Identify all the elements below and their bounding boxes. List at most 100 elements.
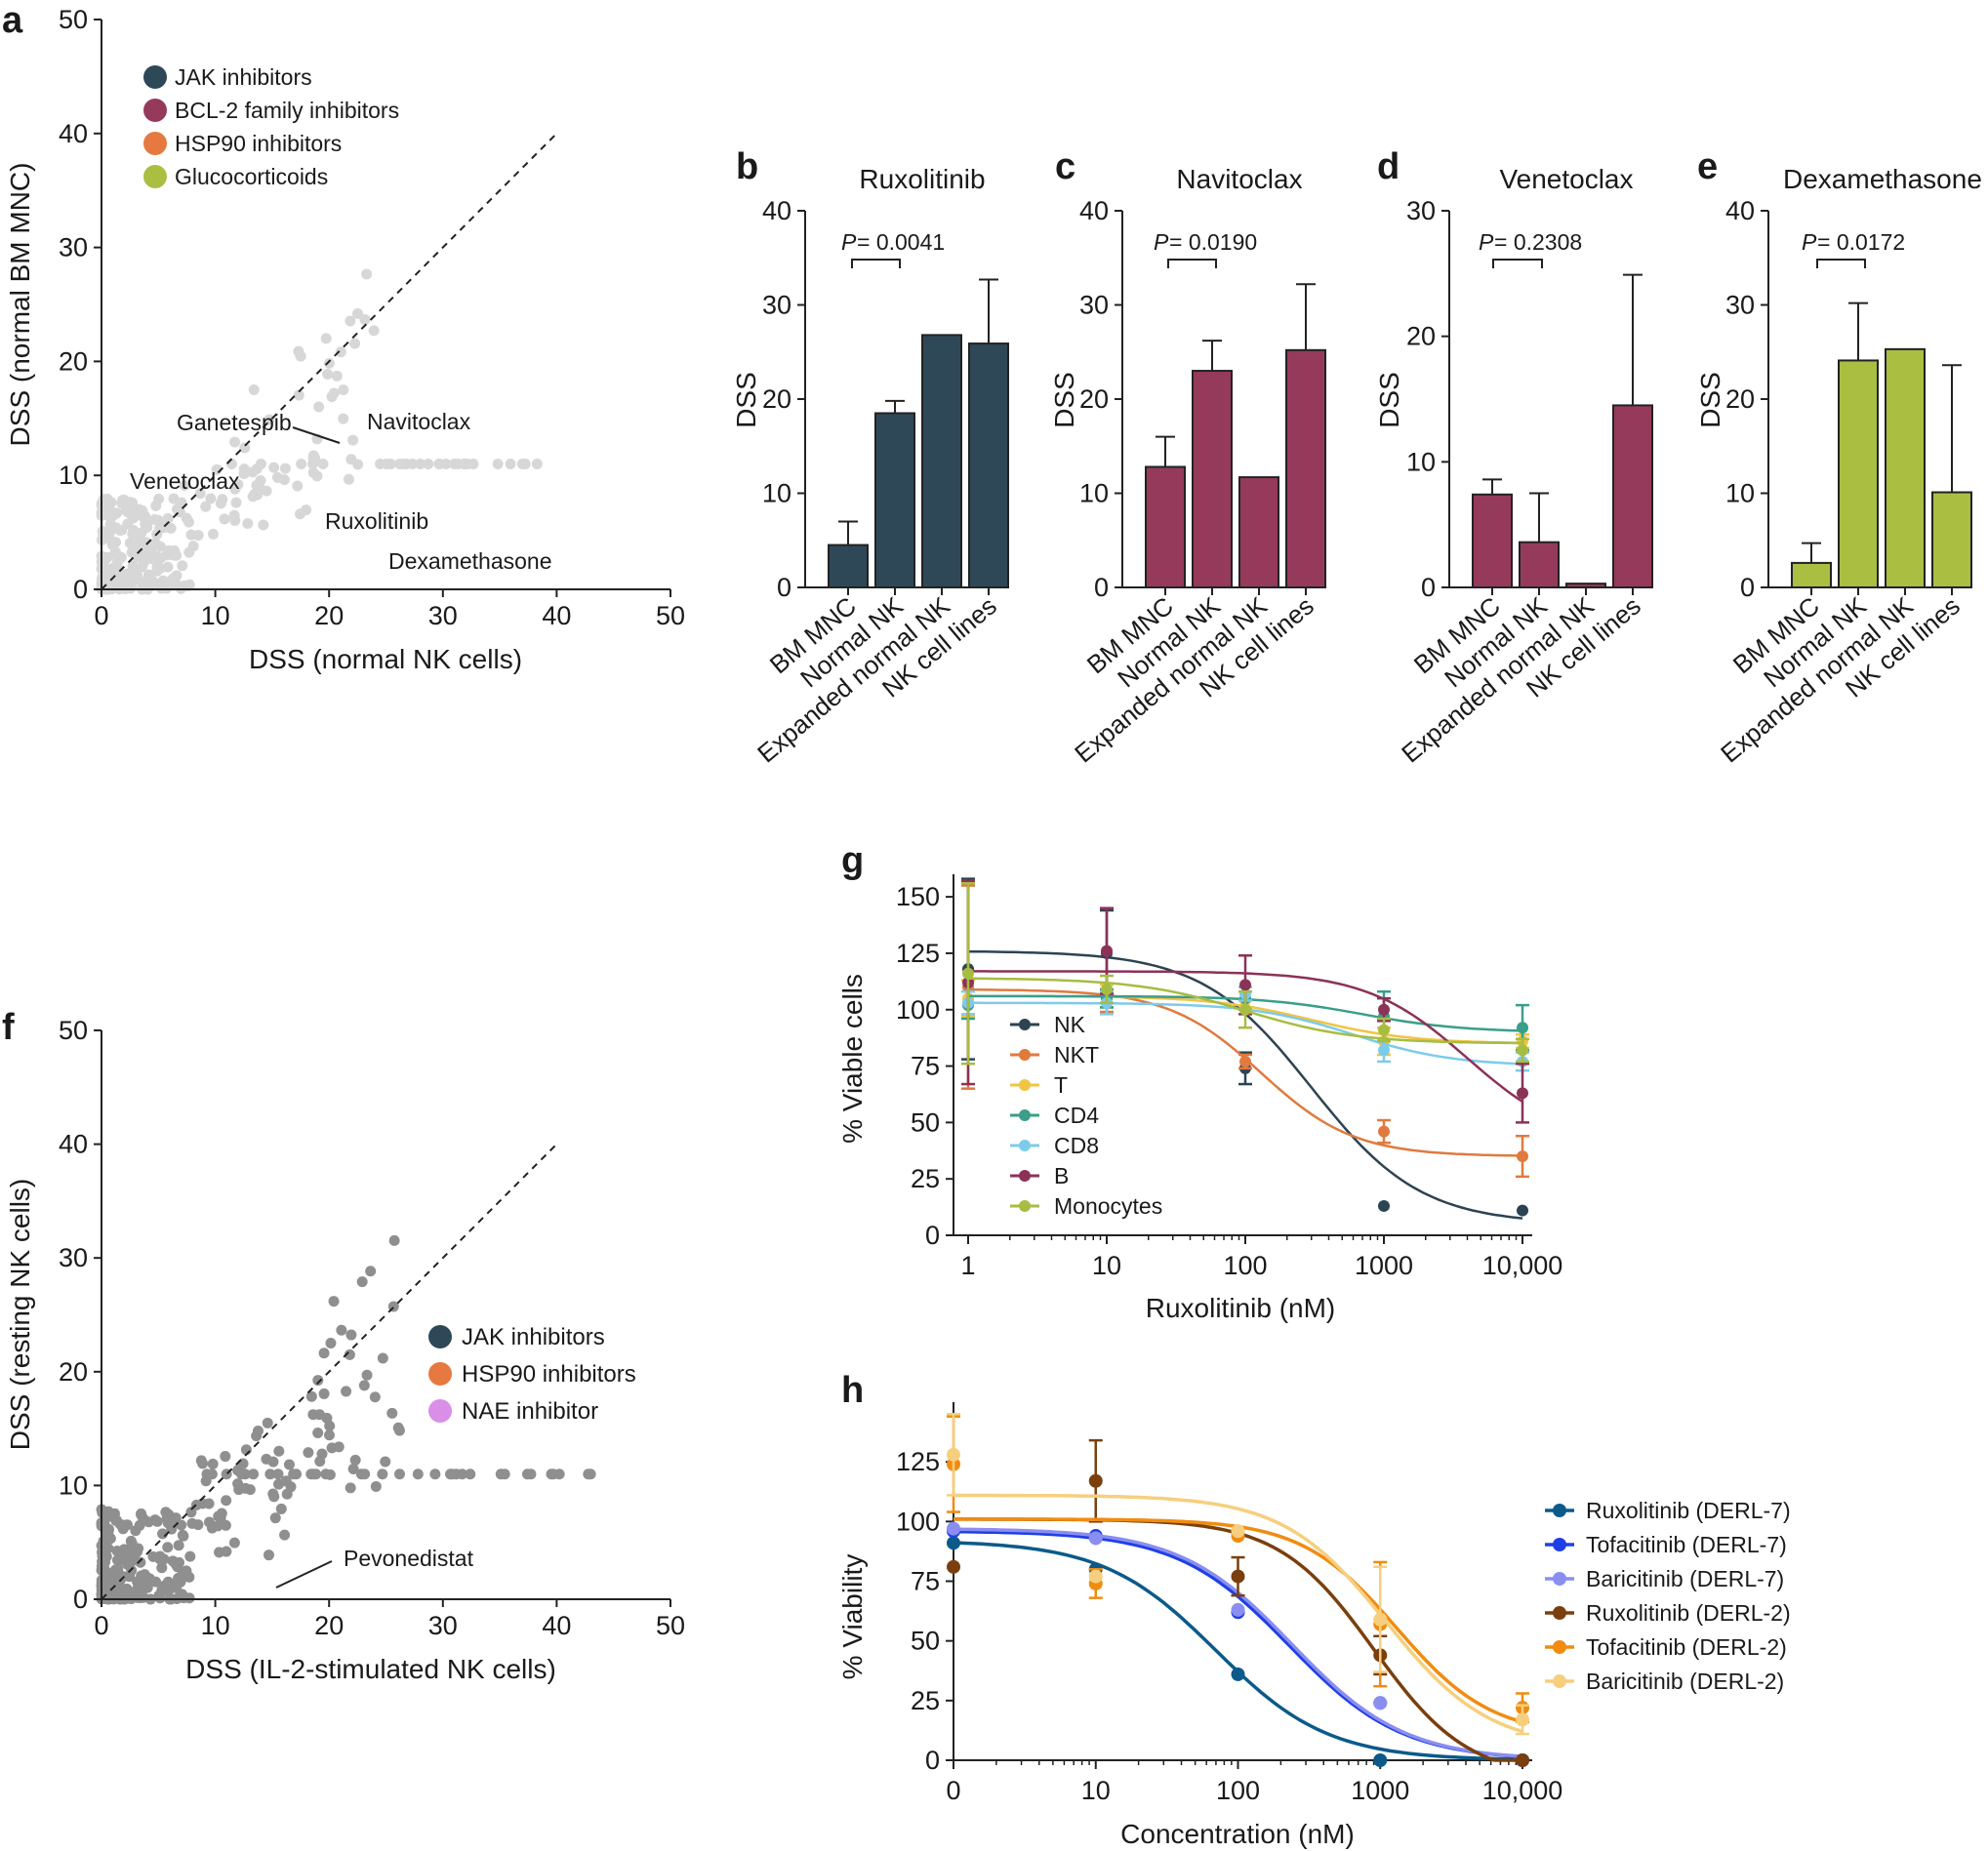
x-tick-label: 10 bbox=[201, 1611, 230, 1640]
panel-d-y-label: DSS bbox=[1374, 372, 1404, 428]
fit-curve bbox=[953, 1517, 1522, 1762]
background-point bbox=[380, 1456, 391, 1468]
data-point bbox=[1378, 1044, 1390, 1057]
y-tick-label: 100 bbox=[896, 995, 940, 1025]
legend-marker bbox=[1019, 1019, 1031, 1030]
legend-label-hsp90: HSP90 inhibitors bbox=[175, 131, 342, 156]
background-point bbox=[148, 513, 160, 525]
y-tick-label: 50 bbox=[59, 5, 88, 34]
background-point bbox=[130, 1525, 142, 1537]
panel-f: f 0 10 20 30 40 50 0 10 20 30 40 50 DSS (IL-2-stimu… bbox=[2, 1007, 685, 1684]
background-point bbox=[328, 1296, 340, 1308]
background-point bbox=[219, 513, 230, 525]
y-tick-label: 40 bbox=[1079, 196, 1109, 225]
background-point bbox=[280, 1475, 292, 1487]
background-point bbox=[128, 525, 140, 537]
panel-a: a 0 10 20 30 40 50 0 10 20 30 40 50 DSS (normal NK … bbox=[2, 0, 685, 674]
panel-g: g 0 25 50 75 100 125 150 1 10 100 1000 10,000 Ruxol… bbox=[837, 840, 1562, 1323]
bar bbox=[1472, 493, 1513, 588]
background-point bbox=[232, 1478, 244, 1490]
background-point bbox=[101, 1578, 112, 1589]
background-point bbox=[361, 268, 373, 280]
background-point bbox=[271, 471, 283, 483]
x-tick-label: 30 bbox=[428, 1611, 458, 1640]
x-tick-label: 1 bbox=[960, 1251, 975, 1280]
background-point bbox=[213, 1510, 224, 1522]
background-point bbox=[229, 514, 241, 526]
background-point bbox=[244, 1484, 256, 1496]
legend-dot-jak bbox=[143, 65, 167, 89]
background-point bbox=[134, 543, 145, 554]
background-point bbox=[121, 568, 133, 580]
panel-h-y-label: % Viability bbox=[837, 1554, 868, 1680]
background-point bbox=[345, 1329, 357, 1341]
background-point bbox=[108, 521, 120, 533]
background-point bbox=[359, 1469, 371, 1480]
background-point bbox=[356, 1276, 368, 1288]
panel-h-plot: 0 25 50 75 100 125 0 10 100 1000 10,000 bbox=[896, 1402, 1562, 1805]
background-point bbox=[200, 501, 212, 512]
y-tick-label: 0 bbox=[1740, 573, 1755, 602]
bar bbox=[1145, 465, 1186, 589]
y-tick-label: 125 bbox=[896, 1447, 940, 1476]
background-point bbox=[136, 1508, 147, 1519]
legend-label: Ruxolitinib (DERL-2) bbox=[1586, 1600, 1791, 1626]
legend-label: B bbox=[1054, 1163, 1069, 1188]
panel-e-pvalue-text: = 0.0172 bbox=[1817, 229, 1905, 255]
y-tick-label: 0 bbox=[925, 1746, 940, 1775]
data-point bbox=[1378, 1003, 1390, 1016]
legend-marker bbox=[1019, 1170, 1031, 1182]
y-tick-label: 10 bbox=[1406, 447, 1436, 476]
background-point bbox=[433, 459, 445, 470]
background-point bbox=[305, 1390, 317, 1402]
panel-f-letter: f bbox=[2, 1007, 15, 1048]
background-point bbox=[214, 1547, 225, 1558]
legend-dot-glucocorticoids bbox=[143, 165, 167, 188]
background-point bbox=[162, 561, 174, 573]
data-point bbox=[947, 1521, 960, 1536]
background-point bbox=[247, 466, 259, 478]
bar bbox=[1238, 476, 1279, 588]
background-point bbox=[120, 1589, 132, 1600]
background-point bbox=[126, 1555, 138, 1567]
x-tick-label: 40 bbox=[542, 1611, 571, 1640]
y-tick-label: 20 bbox=[1079, 384, 1109, 414]
background-point bbox=[109, 1564, 121, 1576]
background-point bbox=[400, 459, 412, 470]
background-point bbox=[169, 544, 181, 556]
background-point bbox=[322, 368, 334, 380]
legend-label: T bbox=[1054, 1072, 1068, 1098]
y-tick-label: 50 bbox=[59, 1016, 88, 1045]
background-point bbox=[228, 1537, 240, 1549]
background-point bbox=[452, 459, 464, 470]
background-point bbox=[325, 1338, 337, 1349]
legend-label: Ruxolitinib (DERL-7) bbox=[1586, 1498, 1791, 1523]
background-point bbox=[132, 1576, 143, 1588]
bar bbox=[1838, 359, 1879, 588]
background-point bbox=[247, 491, 259, 503]
background-point bbox=[177, 1529, 188, 1541]
background-point bbox=[377, 1352, 388, 1364]
background-point bbox=[370, 1480, 382, 1492]
background-point bbox=[324, 1469, 336, 1480]
background-point bbox=[525, 1469, 537, 1480]
panel-c-title: Navitoclax bbox=[1176, 164, 1302, 194]
background-point bbox=[261, 1453, 272, 1465]
background-point bbox=[151, 1515, 163, 1527]
y-tick-label: 10 bbox=[1725, 479, 1755, 508]
background-point bbox=[323, 357, 335, 369]
data-point bbox=[1088, 1473, 1103, 1488]
background-point bbox=[134, 532, 145, 543]
y-tick-label: 30 bbox=[59, 233, 88, 262]
background-point bbox=[531, 459, 543, 470]
y-tick-label: 25 bbox=[911, 1164, 940, 1193]
background-point bbox=[275, 1503, 287, 1514]
background-point bbox=[103, 533, 115, 544]
y-tick-label: 10 bbox=[59, 461, 88, 490]
panel-b-pvalue: P = 0.0041 bbox=[841, 229, 945, 268]
y-tick-label: 125 bbox=[896, 939, 940, 968]
background-point bbox=[232, 479, 244, 491]
data-point bbox=[1517, 1044, 1528, 1057]
background-point bbox=[279, 463, 291, 474]
